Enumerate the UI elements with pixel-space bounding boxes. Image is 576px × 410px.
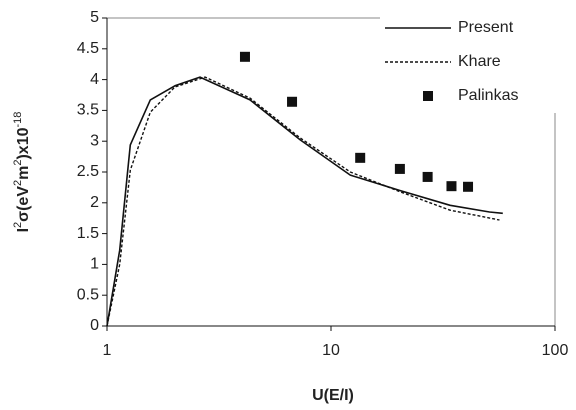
- y-tick-label: 3.5: [77, 102, 99, 119]
- y-tick-label: 4: [90, 71, 99, 88]
- y-tick-label: 2: [90, 194, 99, 211]
- y-axis-title-part: I: [15, 228, 32, 232]
- x-tick-label: 10: [322, 342, 340, 359]
- data-point: [422, 171, 433, 182]
- x-axis-title: U(E/I): [312, 387, 354, 404]
- y-tick-label: 4.5: [77, 40, 99, 57]
- data-point: [287, 96, 298, 107]
- legend-box: [380, 8, 571, 113]
- legend-label: Present: [458, 19, 514, 36]
- y-tick-label: 3: [90, 132, 99, 149]
- x-tick-label: 100: [542, 342, 569, 359]
- legend-marker: [423, 91, 433, 101]
- y-axis-title-part: 2: [12, 160, 24, 166]
- y-axis-title-part: )x10: [15, 127, 32, 159]
- data-point: [394, 163, 405, 174]
- y-tick-label: 0.5: [77, 286, 99, 303]
- data-point: [355, 152, 366, 163]
- data-point: [446, 181, 457, 192]
- y-axis-title: I2σ(eV2m2)x10-18: [12, 112, 32, 233]
- y-axis-title-part: σ(eV: [15, 186, 32, 222]
- y-tick-label: 0: [90, 317, 99, 334]
- y-tick-label: 2.5: [77, 163, 99, 180]
- legend-label: Palinkas: [458, 87, 518, 104]
- legend-label: Khare: [458, 53, 501, 70]
- data-point: [239, 51, 250, 62]
- series-line: [106, 76, 500, 327]
- y-axis-title-part: m: [15, 166, 32, 180]
- y-tick-label: 5: [90, 9, 99, 26]
- series-line: [106, 76, 503, 327]
- y-tick-label: 1.5: [77, 225, 99, 242]
- y-axis-title-part: -18: [12, 112, 24, 128]
- y-axis-title-part: 2: [12, 222, 24, 228]
- data-point: [463, 181, 474, 192]
- y-tick-label: 1: [90, 256, 99, 273]
- y-axis-title-part: 2: [12, 180, 24, 186]
- x-tick-label: 1: [103, 342, 112, 359]
